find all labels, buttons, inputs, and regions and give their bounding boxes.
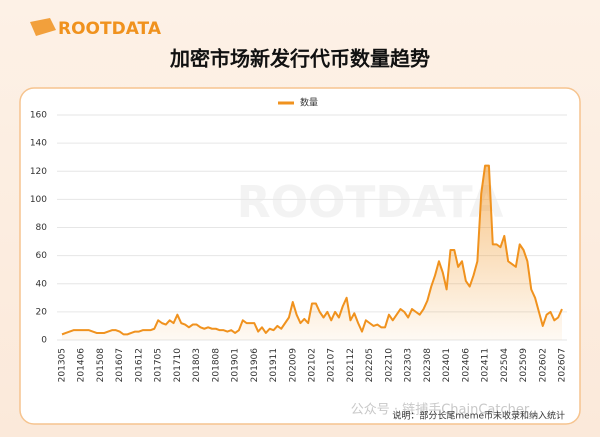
- x-tick-label: 201305: [58, 348, 68, 382]
- area: [62, 165, 562, 340]
- x-tick-label: 201612: [134, 348, 144, 382]
- legend-label: 数量: [300, 97, 318, 109]
- x-tick-label: 202205: [365, 348, 375, 382]
- watermark: ROOTDATA: [237, 177, 504, 228]
- x-tick-label: 202406: [461, 348, 471, 383]
- x-tick-label: 202504: [500, 348, 510, 383]
- y-tick-label: 160: [30, 111, 47, 121]
- chart-title: 加密市场新发行代币数量趋势: [169, 47, 430, 71]
- x-tick-label: 202112: [346, 348, 356, 382]
- logo-mark: [30, 18, 56, 36]
- y-tick-label: 80: [36, 223, 48, 233]
- y-tick-label: 100: [30, 195, 47, 205]
- x-tick-label: 201705: [154, 348, 164, 382]
- source-watermark: 公众号 · 链捕手ChainCatcher: [351, 402, 530, 418]
- x-tick-label: 201803: [192, 348, 202, 382]
- x-tick-label: 202210: [384, 348, 394, 383]
- x-tick-label: 202411: [481, 348, 491, 382]
- x-tick-label: 202308: [423, 348, 433, 383]
- x-tick-label: 202509: [519, 348, 529, 383]
- y-tick-label: 0: [41, 336, 47, 346]
- y-tick-label: 120: [30, 167, 47, 177]
- y-tick-label: 20: [36, 307, 48, 317]
- line: [61, 164, 563, 336]
- logo: ROOTDATA: [58, 19, 162, 39]
- x-tick-label: 202009: [288, 348, 298, 383]
- x-tick-label: 202303: [404, 348, 414, 382]
- x-tick-label: 201808: [211, 348, 221, 383]
- x-tick-label: 201607: [115, 348, 125, 382]
- x-tick-label: 201508: [96, 348, 106, 383]
- x-tick-label: 202102: [308, 348, 318, 382]
- y-tick-label: 140: [30, 139, 47, 149]
- x-tick-label: 201710: [173, 348, 183, 383]
- x-tick-label: 201901: [231, 348, 241, 382]
- x-tick-label: 202107: [327, 348, 337, 382]
- x-tick-label: 201906: [250, 348, 260, 383]
- y-tick-label: 60: [36, 251, 48, 261]
- x-tick-label: 202401: [442, 348, 452, 382]
- x-tick-label: 202607: [558, 348, 568, 382]
- x-tick-label: 202602: [538, 348, 548, 382]
- x-tick-label: 201911: [269, 348, 279, 382]
- footnote: 说明：部分长尾meme币未收录和纳入统计: [392, 410, 565, 422]
- y-tick-label: 40: [36, 279, 48, 289]
- x-tick-label: 201406: [77, 348, 87, 383]
